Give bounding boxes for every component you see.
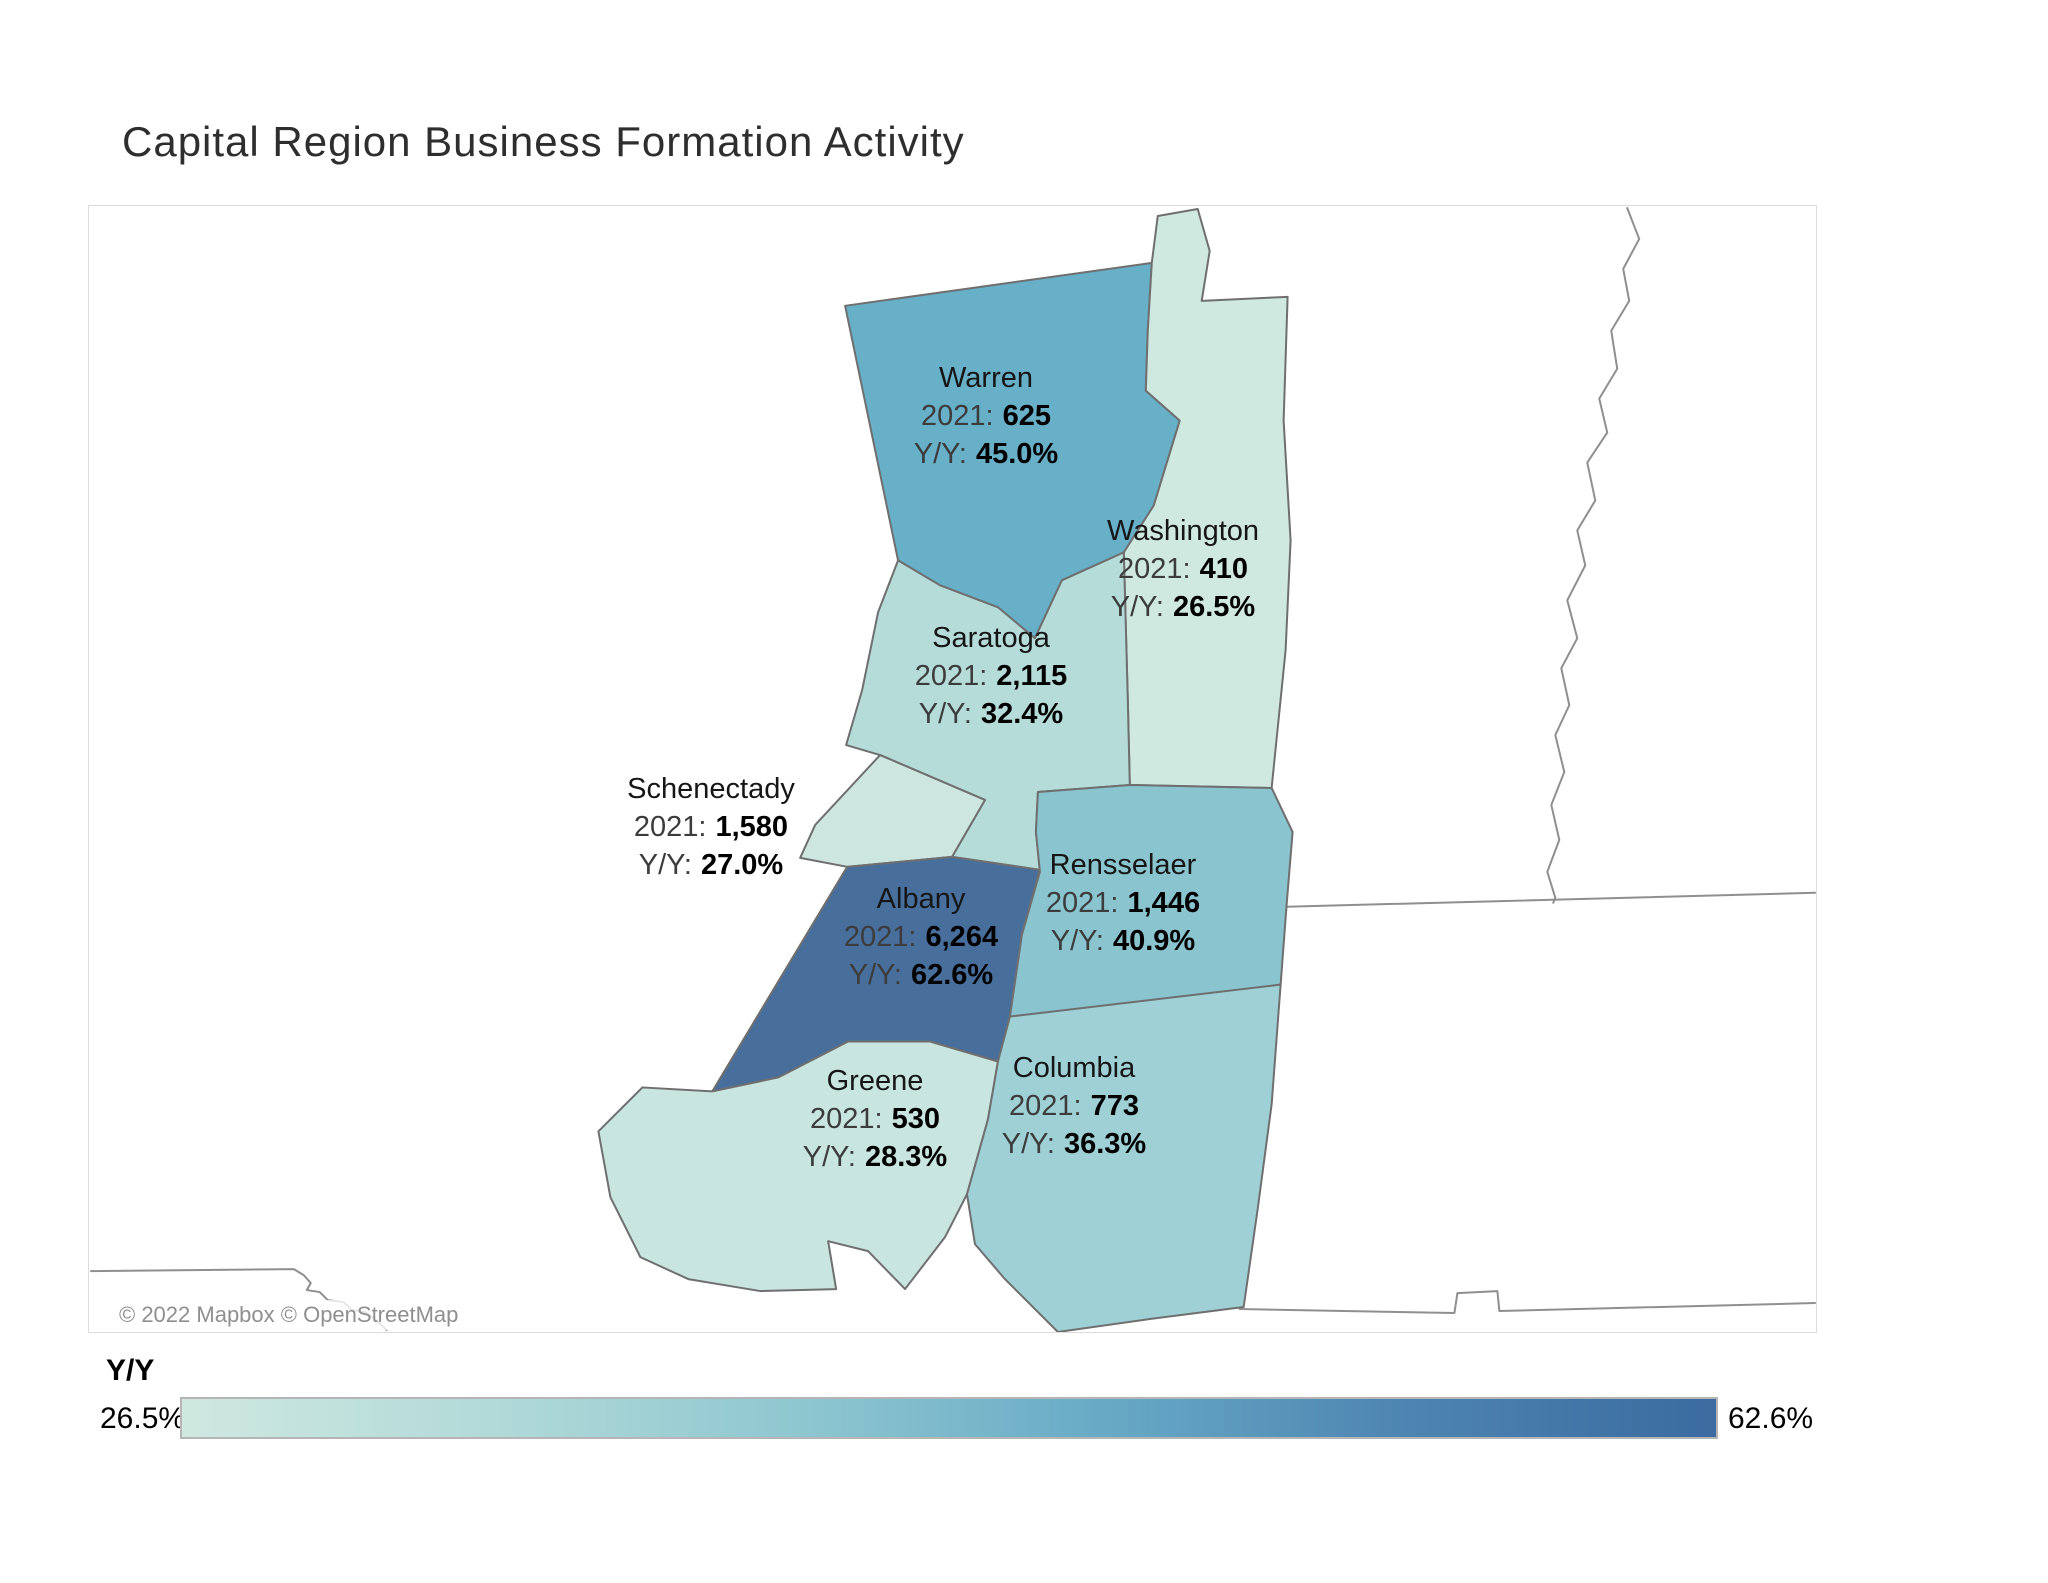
legend-gradient-bar (180, 1397, 1718, 1439)
vermont-border-line (1546, 206, 1641, 904)
choropleth-map (89, 206, 1816, 1332)
county-label-greene: Greene 2021: 530 Y/Y: 28.3% (802, 1065, 948, 1173)
legend-max-label: 62.6% (1728, 1402, 1814, 1435)
county-label-warren: Warren 2021: 625 Y/Y: 45.0% (913, 362, 1059, 470)
county-shape-washington[interactable] (1122, 207, 1292, 789)
county-label-saratoga: Saratoga 2021: 2,115 Y/Y: 32.4% (914, 622, 1068, 730)
county-shape-greene[interactable] (597, 1040, 999, 1293)
county-shapes (597, 207, 1294, 1332)
vt-ma-border-line (1285, 891, 1816, 908)
page-title: Capital Region Business Formation Activi… (122, 118, 965, 165)
map-canvas[interactable]: Warren 2021: 625 Y/Y: 45.0% Washington 202… (88, 205, 1817, 1333)
county-shape-columbia[interactable] (965, 983, 1282, 1332)
legend-min-label: 26.5% (100, 1402, 186, 1435)
county-label-washington: Washington 2021: 410 Y/Y: 26.5% (1106, 515, 1260, 623)
county-label-rensselaer: Rensselaer 2021: 1,446 Y/Y: 40.9% (1045, 849, 1201, 957)
county-label-schenectady: Schenectady 2021: 1,580 Y/Y: 27.0% (627, 773, 795, 881)
legend-title: Y/Y (106, 1354, 155, 1387)
map-attribution[interactable]: © 2022 Mapbox © OpenStreetMap (109, 1300, 469, 1330)
county-label-columbia: Columbia 2021: 773 Y/Y: 36.3% (1001, 1052, 1147, 1160)
county-label-albany: Albany 2021: 6,264 Y/Y: 62.6% (843, 883, 999, 991)
ma-ct-border-line (1238, 1290, 1816, 1315)
